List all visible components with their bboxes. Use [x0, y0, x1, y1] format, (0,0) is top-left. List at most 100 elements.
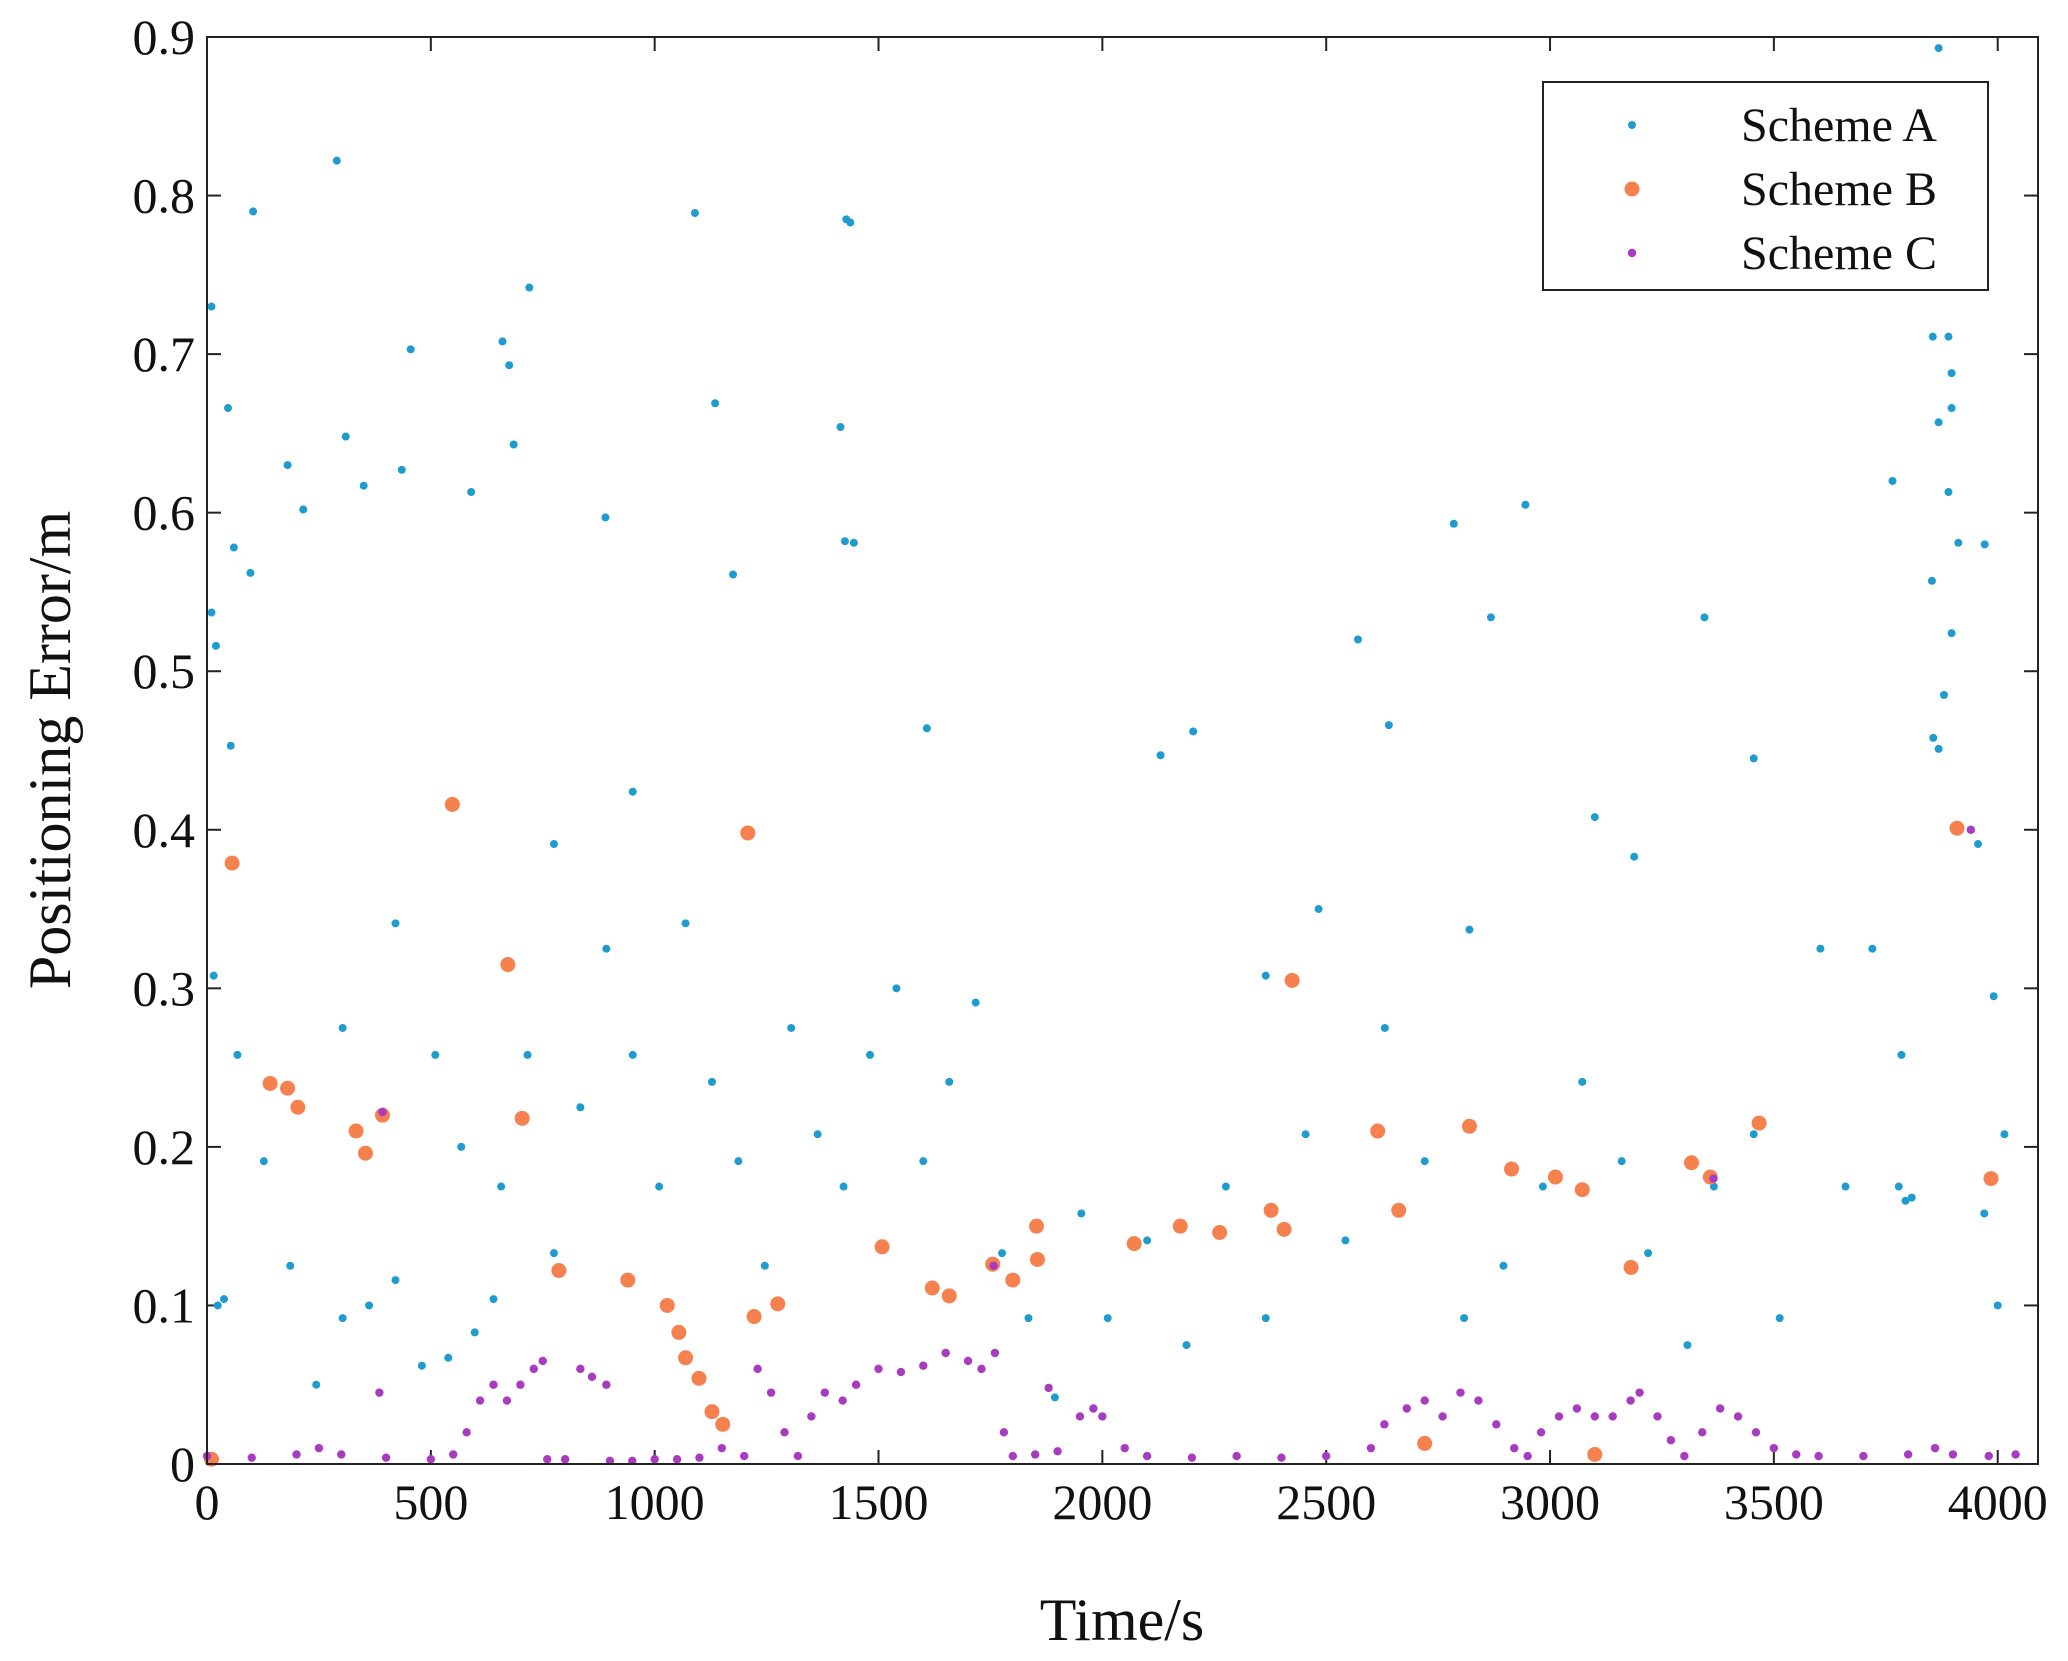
y-tick-label: 0.5 — [133, 643, 196, 699]
data-point — [1024, 1314, 1033, 1323]
data-point — [919, 1157, 928, 1166]
data-point — [780, 1428, 789, 1437]
y-axis-label: Positioning Error/m — [17, 511, 83, 989]
y-tick-label: 0.3 — [133, 960, 196, 1016]
data-point — [605, 1456, 615, 1466]
data-point — [740, 825, 756, 841]
data-point — [1859, 1451, 1868, 1461]
y-tick-label: 0.8 — [133, 168, 196, 224]
data-point — [1050, 1393, 1059, 1402]
data-point — [449, 1450, 458, 1459]
x-tick-label: 2000 — [1052, 1474, 1152, 1530]
data-point — [1680, 1451, 1689, 1461]
data-point — [211, 641, 220, 650]
data-point — [1590, 1412, 1599, 1421]
data-point — [247, 1453, 256, 1462]
data-point — [1499, 1261, 1508, 1270]
data-point — [1172, 1218, 1188, 1234]
data-point — [209, 971, 218, 980]
data-point — [1966, 825, 1976, 834]
data-point — [1554, 1412, 1564, 1421]
data-point — [1930, 1443, 1940, 1453]
data-point — [2011, 1450, 2020, 1459]
data-point — [1928, 332, 1937, 341]
data-point — [1391, 1202, 1407, 1218]
data-point — [359, 481, 368, 490]
data-point — [1626, 1396, 1635, 1405]
data-point — [1700, 613, 1709, 622]
data-point — [840, 537, 849, 546]
data-point — [1221, 1182, 1230, 1191]
data-point — [500, 957, 516, 973]
data-point — [1980, 540, 1989, 549]
data-point — [426, 1455, 436, 1464]
data-point — [207, 302, 216, 311]
data-point — [1301, 1130, 1310, 1139]
data-point — [470, 1328, 479, 1337]
data-point — [1623, 1259, 1639, 1275]
data-point — [1630, 852, 1639, 861]
data-point — [1523, 1451, 1532, 1461]
data-point — [734, 1157, 743, 1166]
data-point — [999, 1428, 1009, 1437]
data-point — [1949, 820, 1965, 836]
data-point — [1053, 1447, 1062, 1456]
data-point — [1715, 1404, 1725, 1413]
data-point — [1983, 1171, 1999, 1187]
data-point — [1993, 1301, 2002, 1310]
data-point — [475, 1396, 485, 1405]
data-point — [1212, 1225, 1228, 1241]
data-point — [1156, 751, 1165, 760]
data-point — [1098, 1412, 1107, 1421]
data-point — [2000, 1130, 2009, 1139]
data-point — [1384, 721, 1393, 730]
legend-label: Scheme B — [1741, 163, 1937, 216]
data-point — [1486, 613, 1495, 622]
data-point — [1666, 1436, 1676, 1445]
data-point — [1733, 1412, 1743, 1421]
data-point — [1934, 418, 1943, 427]
y-tick-label: 0.6 — [133, 485, 196, 541]
data-point — [337, 1450, 346, 1459]
data-point — [365, 1301, 374, 1310]
data-point — [922, 724, 931, 733]
x-tick-label: 3500 — [1724, 1474, 1824, 1530]
data-point — [1008, 1451, 1018, 1461]
data-point — [659, 1297, 675, 1313]
data-point — [1653, 1412, 1662, 1421]
data-point — [1816, 944, 1825, 953]
data-point — [1897, 1050, 1906, 1059]
data-point — [1947, 369, 1956, 378]
y-tick-label: 0.4 — [133, 802, 196, 858]
data-point — [397, 465, 406, 474]
data-point — [549, 1249, 558, 1258]
data-point — [489, 1295, 498, 1304]
data-point — [1608, 1412, 1617, 1421]
data-point — [807, 1412, 816, 1421]
data-point — [1698, 1428, 1707, 1437]
data-point — [836, 423, 845, 432]
data-point — [849, 538, 858, 547]
data-point — [1380, 1023, 1389, 1032]
data-point — [1944, 332, 1953, 341]
data-point — [259, 1157, 268, 1166]
data-point — [1578, 1077, 1587, 1086]
legend-box — [1542, 81, 1989, 291]
data-point — [1587, 1446, 1603, 1462]
data-point — [1841, 1182, 1850, 1191]
data-point — [280, 1080, 296, 1096]
data-point — [314, 1443, 324, 1453]
data-point — [1934, 44, 1943, 53]
data-point — [338, 1023, 347, 1032]
data-point — [1536, 1428, 1546, 1437]
data-point — [1142, 1451, 1152, 1461]
data-point — [787, 1023, 796, 1032]
data-point — [1572, 1404, 1582, 1413]
data-point — [746, 1309, 762, 1325]
x-tick-label: 4000 — [1948, 1474, 2048, 1530]
data-point — [286, 1261, 295, 1270]
data-point — [1751, 1428, 1761, 1437]
data-point — [525, 283, 534, 292]
data-point — [1749, 1130, 1758, 1139]
